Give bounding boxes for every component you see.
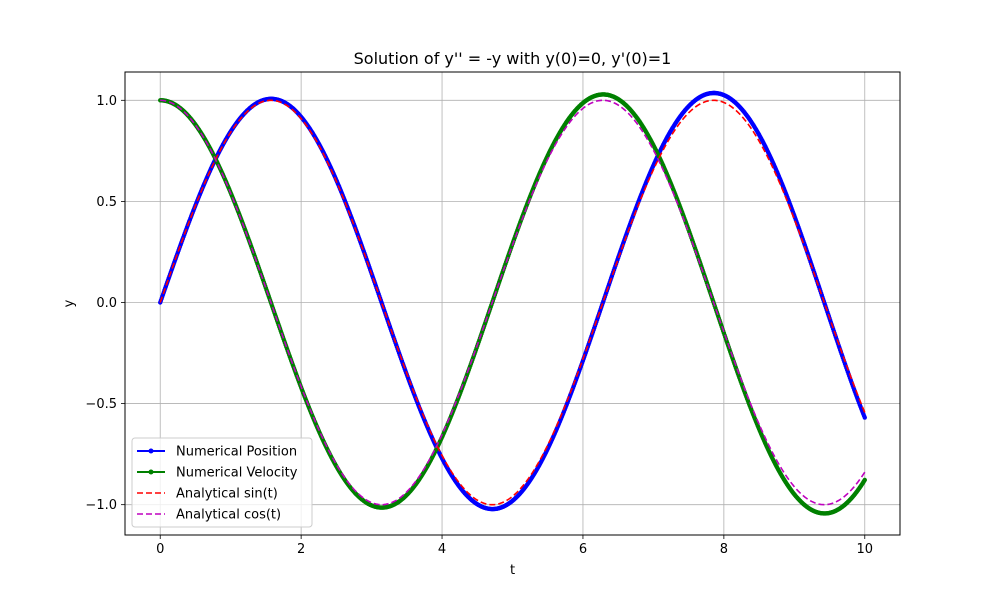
legend-item: Analytical sin(t) (137, 487, 278, 502)
x-tick-label: 6 (579, 542, 587, 557)
plot-series (158, 90, 867, 516)
y-tick-label: 0.0 (96, 296, 117, 311)
series-analytical-cos-t (160, 99, 866, 506)
y-tick-label: 0.5 (96, 195, 117, 210)
legend-item: Numerical Velocity (137, 466, 298, 481)
data-point (862, 415, 867, 420)
x-tick-label: 10 (856, 542, 873, 557)
x-axis-label: t (510, 563, 515, 578)
legend-item: Numerical Position (137, 445, 297, 460)
x-tick-label: 2 (297, 542, 305, 557)
series-line (160, 99, 866, 506)
axis-ticks: 0 2 4 6 8 10 −1.0 −0.5 0.0 0.5 1.0 (85, 94, 873, 557)
legend-box (131, 437, 313, 528)
legend: Numerical Position Numerical Velocity Anal… (131, 437, 313, 528)
y-axis-label: y (62, 299, 77, 307)
legend-label: Analytical cos(t) (176, 508, 281, 523)
x-tick-label: 8 (720, 542, 728, 557)
legend-marker (148, 448, 154, 454)
y-tick-label: −0.5 (85, 397, 117, 412)
y-tick-label: −1.0 (85, 498, 117, 513)
plot-frame (124, 71, 901, 536)
legend-label: Numerical Velocity (176, 466, 298, 481)
legend-label: Analytical sin(t) (176, 487, 278, 502)
y-tick-label: 1.0 (96, 94, 117, 109)
chart-title: Solution of y'' = -y with y(0)=0, y'(0)=… (354, 49, 672, 68)
legend-marker (148, 469, 154, 475)
x-tick-label: 0 (156, 542, 164, 557)
series-line (159, 99, 866, 506)
x-tick-label: 4 (438, 542, 446, 557)
legend-item: Analytical cos(t) (137, 508, 281, 523)
legend-label: Numerical Position (176, 445, 297, 460)
grid (125, 72, 900, 535)
series-analytical-sin-t (159, 99, 866, 506)
data-point (862, 477, 867, 483)
